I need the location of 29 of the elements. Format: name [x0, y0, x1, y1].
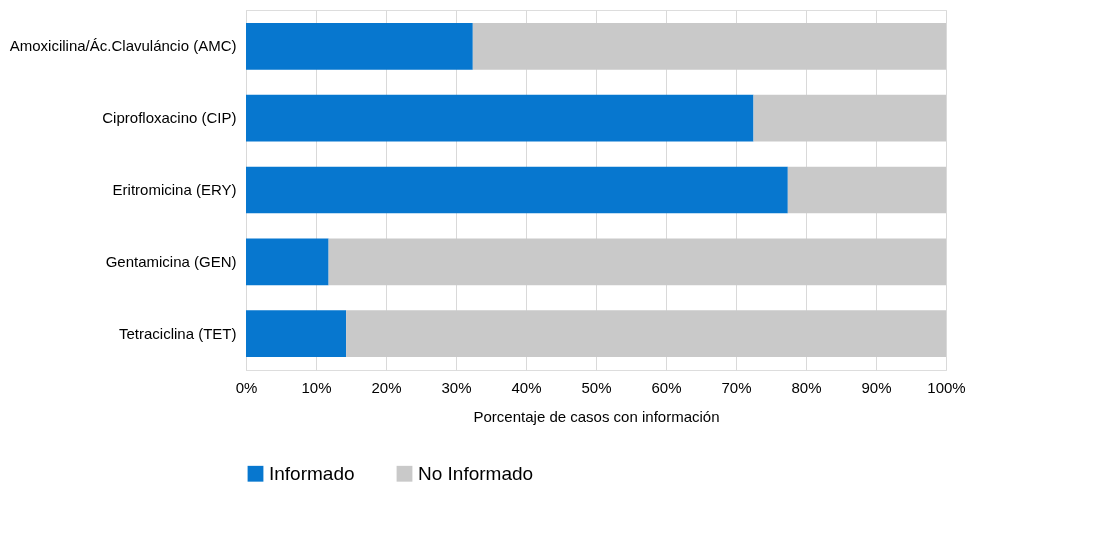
x-axis-title: Porcentaje de casos con información: [473, 407, 720, 425]
y-tick-label: Gentamicina (GEN): [105, 252, 237, 270]
bar: [246, 22, 473, 70]
y-tick-label: Tetraciclina (TET): [118, 324, 237, 342]
x-tick-label: 0%: [235, 378, 258, 396]
bar: [753, 94, 946, 142]
bar: [328, 238, 946, 286]
x-tick-label: 70%: [721, 378, 752, 396]
legend-label: No Informado: [418, 462, 534, 484]
y-tick-label: Eritromicina (ERY): [112, 181, 237, 198]
x-tick-label: 90%: [861, 378, 892, 396]
bar: [246, 94, 754, 142]
x-tick-label: 10%: [301, 378, 332, 396]
x-tick-label: 60%: [651, 378, 682, 396]
bar: [472, 22, 946, 70]
bar: [246, 166, 788, 214]
x-tick-label: 40%: [511, 378, 542, 396]
x-tick-label: 20%: [371, 378, 402, 396]
x-tick-label: 100%: [927, 378, 966, 396]
y-tick-label: Ciprofloxacino (CIP): [102, 109, 237, 127]
x-tick-label: 80%: [791, 378, 822, 396]
x-tick-label: 50%: [581, 378, 612, 396]
bar: [246, 238, 329, 286]
bar: [246, 310, 347, 358]
x-tick-label: 30%: [441, 378, 472, 396]
y-tick-label: Amoxicilina/Ác.Clavuláncio (AMC): [9, 37, 237, 55]
legend-label: Informado: [269, 462, 355, 484]
bar: [346, 310, 946, 358]
bar: [787, 166, 946, 214]
